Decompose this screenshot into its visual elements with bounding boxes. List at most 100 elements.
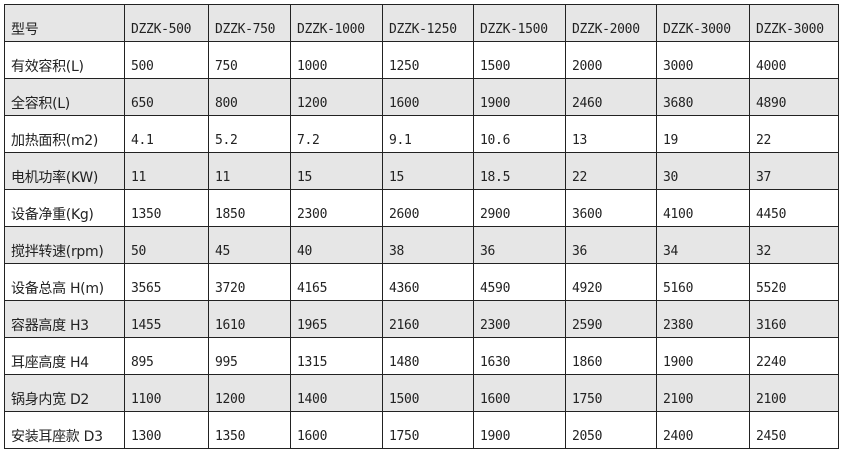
model-header-cell: DZZK-3000 — [749, 4, 839, 42]
value-cell: 4.1 — [124, 115, 209, 153]
value-cell: 1900 — [656, 337, 750, 375]
value-cell: 4000 — [749, 41, 839, 79]
value-cell: 11 — [124, 152, 209, 190]
value-cell: 4450 — [749, 189, 839, 227]
value-cell: 4360 — [382, 263, 474, 301]
value-cell: 995 — [208, 337, 291, 375]
value-cell: 1200 — [290, 78, 383, 116]
value-cell: 2900 — [473, 189, 566, 227]
value-cell: 1900 — [473, 78, 566, 116]
value-cell: 1250 — [382, 41, 474, 79]
header-label-cell: 型号 — [4, 4, 125, 42]
value-cell: 19 — [656, 115, 750, 153]
value-cell: 1600 — [290, 411, 383, 449]
value-cell: 1455 — [124, 300, 209, 338]
value-cell: 3600 — [565, 189, 657, 227]
header-row: 型号 DZZK-500 DZZK-750 DZZK-1000 DZZK-1250 DZZK… — [4, 4, 839, 42]
value-cell: 1750 — [565, 374, 657, 412]
value-cell: 1300 — [124, 411, 209, 449]
value-cell: 2300 — [290, 189, 383, 227]
value-cell: 3000 — [656, 41, 750, 79]
value-cell: 2380 — [656, 300, 750, 338]
table-row: 电机功率(KW) 11 11 15 15 18.5 22 30 37 — [4, 152, 839, 190]
value-cell: 1610 — [208, 300, 291, 338]
value-cell: 500 — [124, 41, 209, 79]
row-label-cell: 耳座高度 H4 — [4, 337, 125, 375]
value-cell: 5.2 — [208, 115, 291, 153]
value-cell: 1315 — [290, 337, 383, 375]
value-cell: 1500 — [473, 41, 566, 79]
table-row: 设备总高 H(m) 3565 3720 4165 4360 4590 4920 5160 552… — [4, 263, 839, 301]
row-label-cell: 安装耳座款 D3 — [4, 411, 125, 449]
value-cell: 1350 — [208, 411, 291, 449]
value-cell: 9.1 — [382, 115, 474, 153]
value-cell: 4590 — [473, 263, 566, 301]
value-cell: 895 — [124, 337, 209, 375]
value-cell: 45 — [208, 226, 291, 264]
table-row: 耳座高度 H4 895 995 1315 1480 1630 1860 1900 2240 — [4, 337, 839, 375]
table-row: 锅身内宽 D2 1100 1200 1400 1500 1600 1750 2100 2100 — [4, 374, 839, 412]
value-cell: 2400 — [656, 411, 750, 449]
value-cell: 5520 — [749, 263, 839, 301]
row-label-cell: 电机功率(KW) — [4, 152, 125, 190]
value-cell: 40 — [290, 226, 383, 264]
model-header-cell: DZZK-3000 — [656, 4, 750, 42]
value-cell: 1600 — [473, 374, 566, 412]
value-cell: 11 — [208, 152, 291, 190]
value-cell: 1100 — [124, 374, 209, 412]
value-cell: 2000 — [565, 41, 657, 79]
value-cell: 2100 — [749, 374, 839, 412]
value-cell: 1350 — [124, 189, 209, 227]
value-cell: 1630 — [473, 337, 566, 375]
model-header-cell: DZZK-1000 — [290, 4, 383, 42]
table-row: 容器高度 H3 1455 1610 1965 2160 2300 2590 2380 3160 — [4, 300, 839, 338]
value-cell: 1600 — [382, 78, 474, 116]
table-row: 有效容积(L) 500 750 1000 1250 1500 2000 3000 4000 — [4, 41, 839, 79]
model-header-cell: DZZK-750 — [208, 4, 291, 42]
value-cell: 1965 — [290, 300, 383, 338]
row-label-cell: 设备净重(Kg) — [4, 189, 125, 227]
value-cell: 36 — [565, 226, 657, 264]
value-cell: 7.2 — [290, 115, 383, 153]
value-cell: 4165 — [290, 263, 383, 301]
spec-table: 型号 DZZK-500 DZZK-750 DZZK-1000 DZZK-1250 DZZK… — [4, 4, 839, 449]
value-cell: 2450 — [749, 411, 839, 449]
value-cell: 2300 — [473, 300, 566, 338]
value-cell: 2240 — [749, 337, 839, 375]
value-cell: 2600 — [382, 189, 474, 227]
row-label-cell: 搅拌转速(rpm) — [4, 226, 125, 264]
value-cell: 15 — [382, 152, 474, 190]
model-header-cell: DZZK-1500 — [473, 4, 566, 42]
value-cell: 2590 — [565, 300, 657, 338]
value-cell: 3680 — [656, 78, 750, 116]
value-cell: 4100 — [656, 189, 750, 227]
value-cell: 1400 — [290, 374, 383, 412]
value-cell: 1500 — [382, 374, 474, 412]
value-cell: 13 — [565, 115, 657, 153]
table-row: 设备净重(Kg) 1350 1850 2300 2600 2900 3600 4100 4450 — [4, 189, 839, 227]
value-cell: 5160 — [656, 263, 750, 301]
value-cell: 1900 — [473, 411, 566, 449]
value-cell: 4890 — [749, 78, 839, 116]
value-cell: 22 — [749, 115, 839, 153]
value-cell: 50 — [124, 226, 209, 264]
row-label-cell: 加热面积(m2) — [4, 115, 125, 153]
value-cell: 3720 — [208, 263, 291, 301]
value-cell: 2050 — [565, 411, 657, 449]
value-cell: 1850 — [208, 189, 291, 227]
value-cell: 1480 — [382, 337, 474, 375]
model-header-cell: DZZK-2000 — [565, 4, 657, 42]
value-cell: 3160 — [749, 300, 839, 338]
value-cell: 2460 — [565, 78, 657, 116]
value-cell: 10.6 — [473, 115, 566, 153]
row-label-cell: 全容积(L) — [4, 78, 125, 116]
value-cell: 4920 — [565, 263, 657, 301]
table-row: 加热面积(m2) 4.1 5.2 7.2 9.1 10.6 13 19 22 — [4, 115, 839, 153]
row-label-cell: 设备总高 H(m) — [4, 263, 125, 301]
value-cell: 3565 — [124, 263, 209, 301]
value-cell: 1860 — [565, 337, 657, 375]
value-cell: 2100 — [656, 374, 750, 412]
model-header-cell: DZZK-1250 — [382, 4, 474, 42]
value-cell: 36 — [473, 226, 566, 264]
row-label-cell: 容器高度 H3 — [4, 300, 125, 338]
